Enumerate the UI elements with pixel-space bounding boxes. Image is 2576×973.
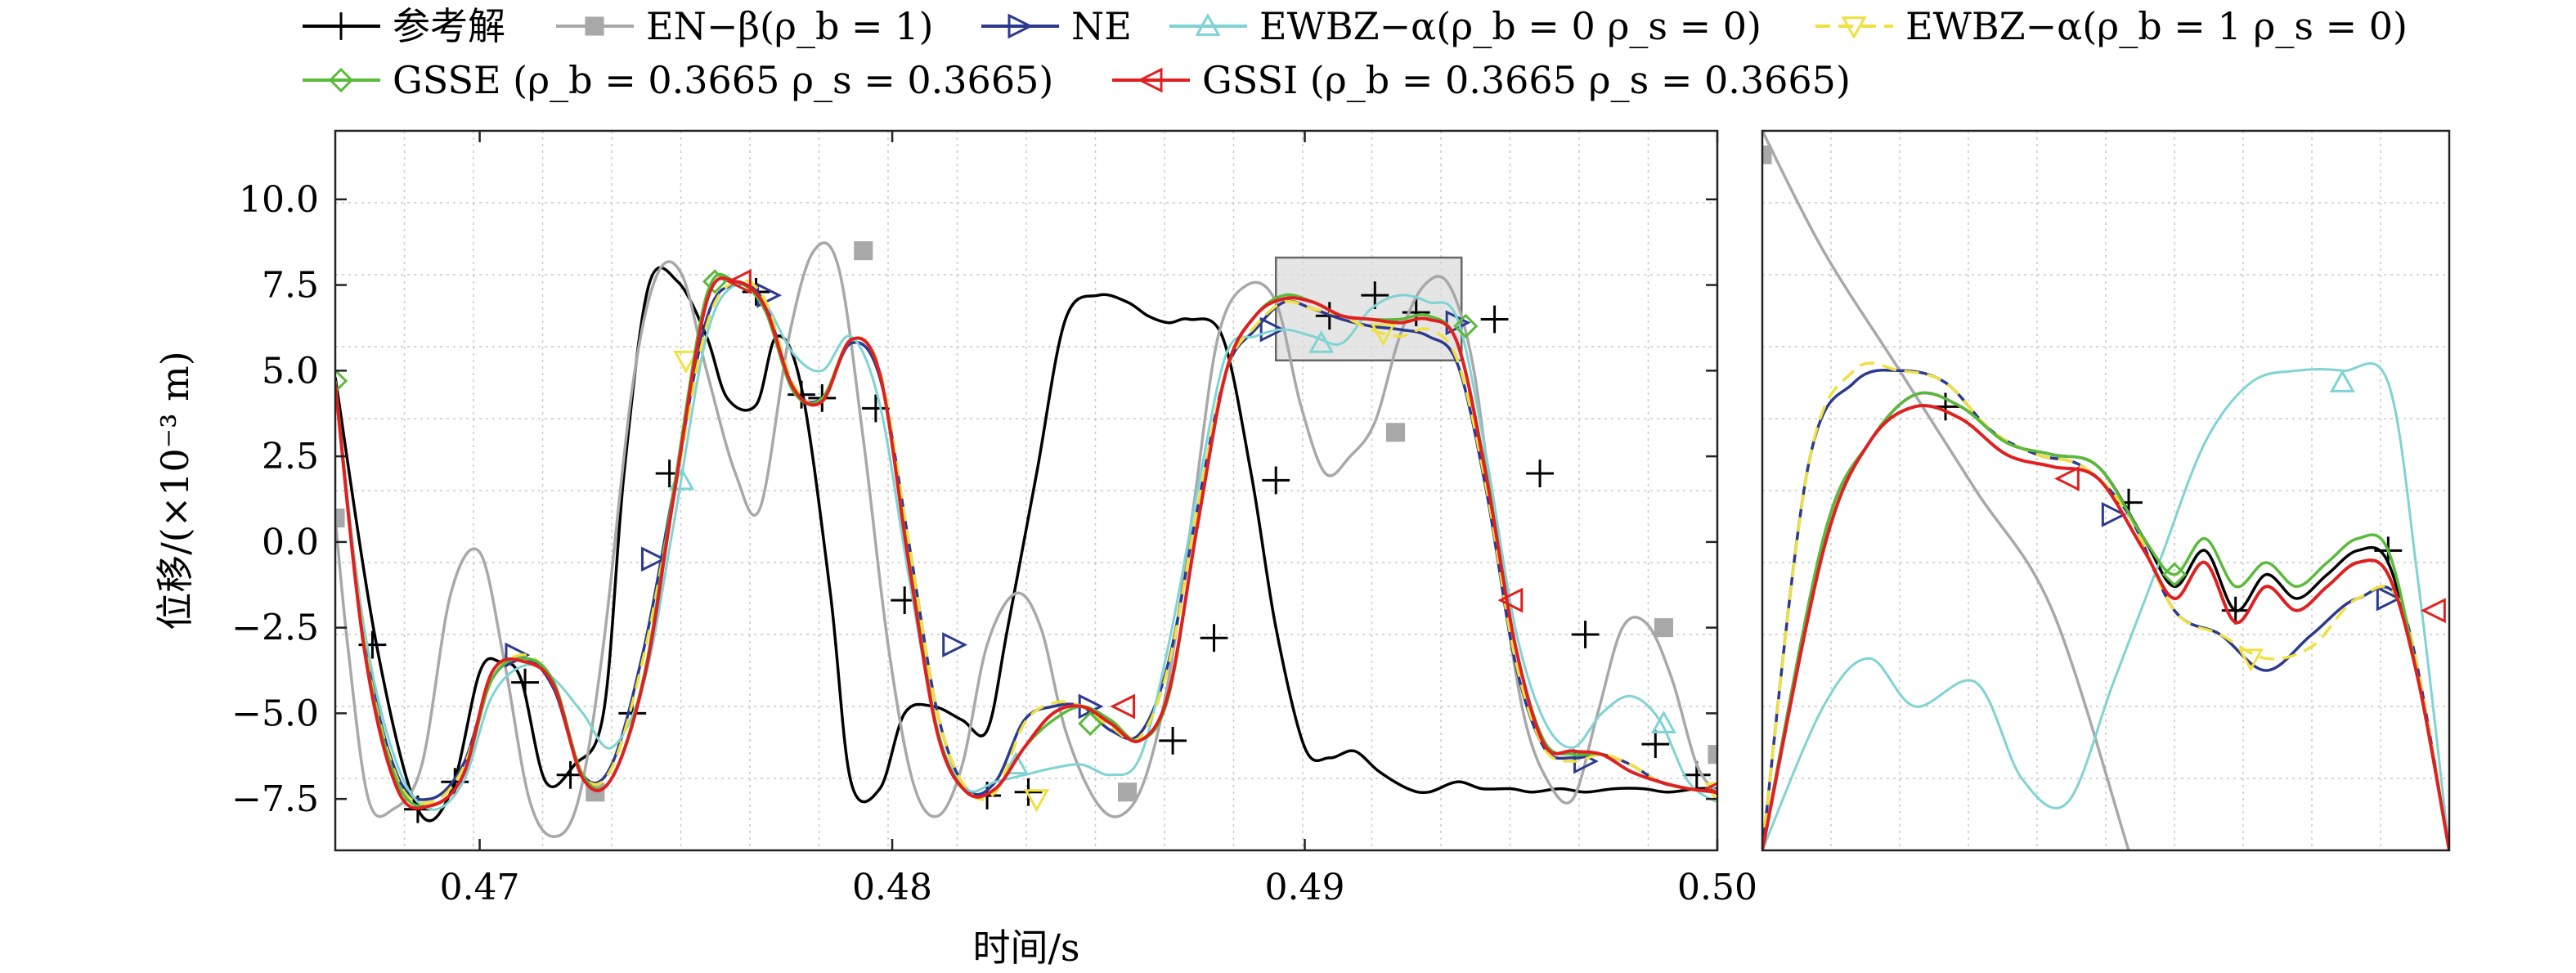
series-line-ewbz-b-1-s-0 bbox=[335, 278, 1717, 805]
marker-en-b-1 bbox=[1654, 618, 1673, 638]
marker-gssi-b-0-3665-s-0-3665 bbox=[1110, 693, 1136, 720]
marker-gsse-b-0-3665-s-0-3665 bbox=[335, 368, 348, 394]
marker-ne bbox=[1259, 316, 1286, 343]
marker-ne bbox=[942, 632, 968, 657]
legend-label: EWBZ−α(ρ_b = 1 ρ_s = 0) bbox=[1905, 4, 2408, 48]
legend: 参考解 EN−β(ρ_b = 1) NE EWBZ−α(ρ_b = 0 ρ_s = 0… bbox=[303, 4, 2408, 102]
series-line-gssi-b-0-3665-s-0-3665 bbox=[1762, 404, 2449, 850]
legend-item-ewbz-b-0-s-0: EWBZ−α(ρ_b = 0 ρ_s = 0) bbox=[1169, 4, 1761, 48]
grid bbox=[335, 131, 1717, 850]
series-layer bbox=[1762, 131, 2449, 850]
legend-label: GSSI (ρ_b = 0.3665 ρ_s = 0.3665) bbox=[1202, 58, 1851, 102]
legend-item-en-b-1: EN−β(ρ_b = 1) bbox=[556, 4, 933, 48]
main-plot-panel: 0.47 0.48 0.49 0.50 10.0 7.5 5.0 2.5 0.0 −2.5 −5.0… bbox=[231, 129, 1757, 908]
marker-ewbz-b-0-s-0 bbox=[1308, 330, 1335, 353]
legend-swatch-marker bbox=[1195, 12, 1221, 36]
marker-series-0 bbox=[1526, 460, 1554, 487]
marker-en-b-1 bbox=[854, 241, 873, 261]
marker-gsse-b-0-3665-s-0-3665 bbox=[1453, 313, 1479, 339]
y-tick-label: 5.0 bbox=[262, 350, 319, 392]
marker-series-0 bbox=[1480, 305, 1509, 334]
marker-gssi-b-0-3665-s-0-3665 bbox=[1497, 587, 1524, 613]
marker-ne bbox=[640, 546, 666, 572]
legend-item-ewbz-b-1-s-0: EWBZ−α(ρ_b = 1 ρ_s = 0) bbox=[1815, 4, 2408, 48]
series-line-ewbz-b-0-s-0 bbox=[335, 282, 1717, 811]
series-line-en-b-1 bbox=[1762, 131, 2130, 850]
marker-en-b-1 bbox=[1118, 782, 1138, 802]
marker-gssi-b-0-3665-s-0-3665 bbox=[2053, 465, 2080, 491]
grid bbox=[1762, 131, 2449, 850]
legend-item-gssi-b-0-3665-s-0-3665: GSSI (ρ_b = 0.3665 ρ_s = 0.3665) bbox=[1112, 58, 1851, 102]
series-line-gssi-b-0-3665-s-0-3665 bbox=[335, 276, 1717, 810]
marker-gsse-b-0-3665-s-0-3665 bbox=[2161, 562, 2188, 587]
legend-swatch-marker bbox=[1137, 67, 1163, 93]
x-tick-label: 0.49 bbox=[1265, 867, 1345, 908]
marker-series-0 bbox=[1571, 621, 1600, 648]
marker-series-0 bbox=[511, 668, 539, 697]
legend-label: EWBZ−α(ρ_b = 0 ρ_s = 0) bbox=[1259, 4, 1761, 48]
legend-label: NE bbox=[1071, 4, 1132, 48]
y-axis-title: 位移/(×10⁻³ m) bbox=[153, 351, 197, 630]
legend-item-gsse-b-0-3665-s-0-3665: GSSE (ρ_b = 0.3665 ρ_s = 0.3665) bbox=[303, 58, 1053, 102]
marker-ewbz-b-1-s-0 bbox=[2237, 648, 2264, 672]
x-tick-label: 0.48 bbox=[852, 867, 932, 908]
legend-label: GSSE (ρ_b = 0.3665 ρ_s = 0.3665) bbox=[393, 58, 1053, 102]
series-line-ewbz-b-0-s-0 bbox=[1762, 362, 2449, 850]
marker-series-0 bbox=[1402, 298, 1430, 326]
marker-series-0 bbox=[1262, 466, 1290, 495]
marker-ewbz-b-0-s-0 bbox=[2329, 369, 2355, 392]
legend-label: 参考解 bbox=[393, 4, 505, 48]
marker-series-0 bbox=[1159, 727, 1187, 755]
legend-swatch-marker bbox=[328, 67, 354, 93]
marker-series-0 bbox=[1200, 624, 1228, 652]
marker-en-b-1 bbox=[1385, 423, 1406, 442]
marker-ne bbox=[2101, 501, 2127, 527]
marker-series-0 bbox=[1014, 778, 1043, 806]
y-tick-label: 7.5 bbox=[262, 265, 319, 307]
legend-swatch-marker bbox=[327, 12, 355, 40]
marker-series-0 bbox=[788, 380, 815, 409]
legend-item-series-0: 参考解 bbox=[303, 4, 505, 48]
series-line-series-0 bbox=[335, 266, 1717, 823]
marker-series-0 bbox=[1641, 730, 1670, 758]
y-tick-label: −2.5 bbox=[231, 608, 319, 649]
x-tick-label: 0.47 bbox=[440, 867, 520, 908]
series-layer bbox=[335, 241, 1717, 838]
axis-ticks: 0.47 0.48 0.49 0.50 10.0 7.5 5.0 2.5 0.0 −2.5 −5.0… bbox=[231, 131, 1757, 908]
y-tick-label: 2.5 bbox=[262, 436, 319, 478]
legend-item-ne: NE bbox=[981, 4, 1132, 48]
legend-label: EN−β(ρ_b = 1) bbox=[646, 4, 933, 48]
y-tick-label: −5.0 bbox=[231, 693, 319, 734]
plot-frame bbox=[1761, 129, 2451, 852]
legend-swatch-marker bbox=[1841, 16, 1867, 40]
marker-ewbz-b-1-s-0 bbox=[673, 350, 699, 374]
y-tick-label: 0.0 bbox=[262, 522, 319, 563]
marker-gssi-b-0-3665-s-0-3665 bbox=[2420, 598, 2446, 624]
marker-gssi-b-0-3665-s-0-3665 bbox=[726, 268, 752, 294]
plot-frame bbox=[334, 129, 1719, 852]
y-tick-label: −7.5 bbox=[231, 778, 319, 820]
marker-ne bbox=[2376, 585, 2402, 612]
marker-gsse-b-0-3665-s-0-3665 bbox=[1078, 711, 1103, 737]
zoom-region-box bbox=[1274, 256, 1463, 362]
marker-ewbz-b-0-s-0 bbox=[1650, 710, 1676, 733]
y-tick-label: 10.0 bbox=[239, 179, 319, 221]
legend-swatch-marker bbox=[1008, 13, 1034, 39]
zoom-inset-panel bbox=[1761, 129, 2451, 852]
marker-ewbz-b-1-s-0 bbox=[1370, 323, 1396, 347]
marker-en-b-1 bbox=[1762, 145, 1772, 164]
marker-ewbz-b-1-s-0 bbox=[1024, 789, 1050, 813]
marker-ewbz-b-0-s-0 bbox=[1003, 751, 1029, 775]
x-axis-title: 时间/s bbox=[972, 926, 1079, 970]
legend-swatch-marker bbox=[585, 16, 604, 36]
x-tick-label: 0.50 bbox=[1677, 867, 1757, 908]
